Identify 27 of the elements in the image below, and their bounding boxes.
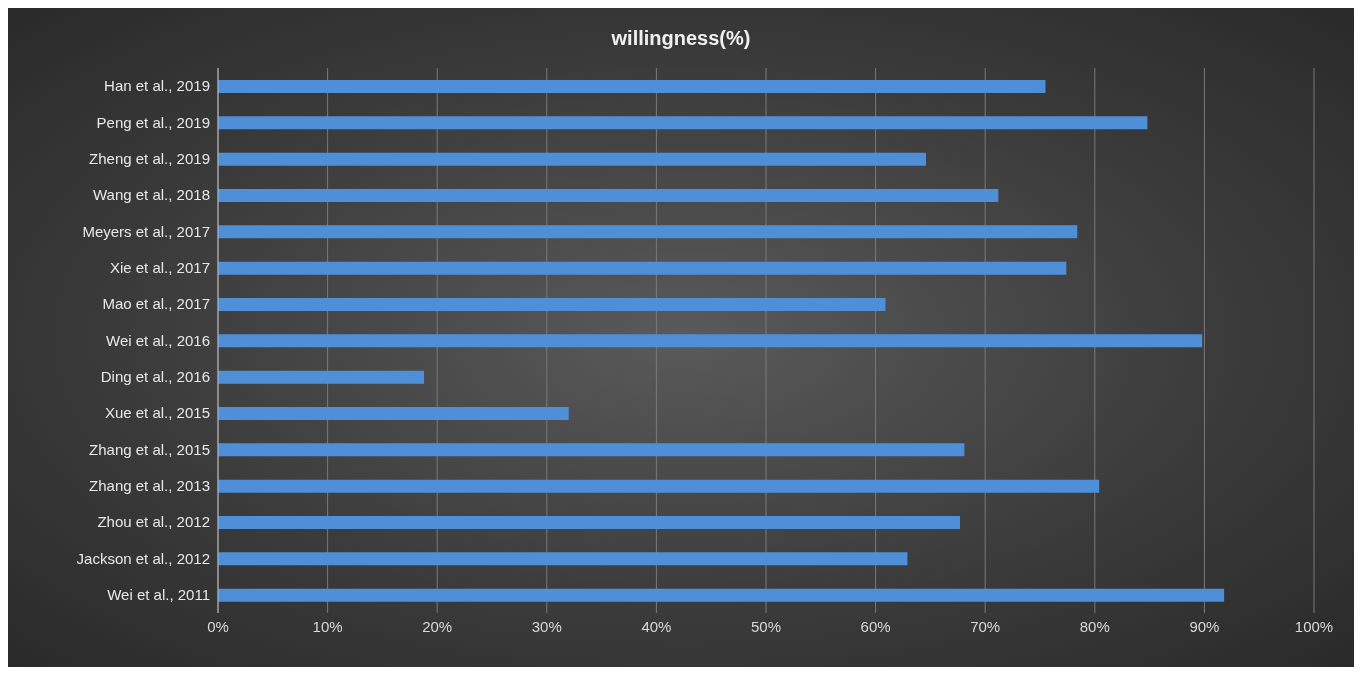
y-tick-label: Ding et al., 2016 bbox=[100, 368, 210, 386]
x-tick-label: 50% bbox=[750, 617, 782, 635]
y-tick-label: Zheng et al., 2019 bbox=[89, 150, 210, 168]
x-tick-label: 100% bbox=[1294, 617, 1334, 635]
y-tick-label: Zhou et al., 2012 bbox=[97, 513, 210, 531]
y-tick-label: Wei et al., 2016 bbox=[106, 331, 210, 349]
x-tick-label: 20% bbox=[422, 617, 453, 635]
y-tick-label: Xie et al., 2017 bbox=[109, 259, 210, 277]
y-tick-label: Xue et al., 2015 bbox=[104, 404, 210, 422]
x-tick-label: 90% bbox=[1189, 617, 1220, 635]
x-tick-label: 0% bbox=[207, 617, 229, 635]
y-tick-label: Zhang et al., 2015 bbox=[89, 440, 210, 458]
x-tick-label: 70% bbox=[970, 617, 1001, 635]
x-tick-label: 60% bbox=[860, 617, 891, 635]
y-tick-label: Wei et al., 2011 bbox=[107, 586, 210, 604]
chart-title: willingness(%) bbox=[610, 26, 752, 51]
y-tick-label: Mao et al., 2017 bbox=[102, 295, 210, 313]
x-tick-label: 80% bbox=[1079, 617, 1110, 635]
y-tick-label: Meyers et al., 2017 bbox=[82, 222, 210, 240]
y-tick-label: Wang et al., 2018 bbox=[92, 186, 210, 204]
x-tick-label: 10% bbox=[312, 617, 343, 635]
y-tick-label: Han et al., 2019 bbox=[104, 77, 210, 95]
x-tick-label: 40% bbox=[641, 617, 672, 635]
y-tick-label: Zhang et al., 2013 bbox=[89, 477, 210, 495]
x-tick-label: 30% bbox=[531, 617, 562, 635]
y-tick-label: Jackson et al., 2012 bbox=[76, 549, 210, 567]
y-tick-label: Peng et al., 2019 bbox=[96, 113, 210, 131]
